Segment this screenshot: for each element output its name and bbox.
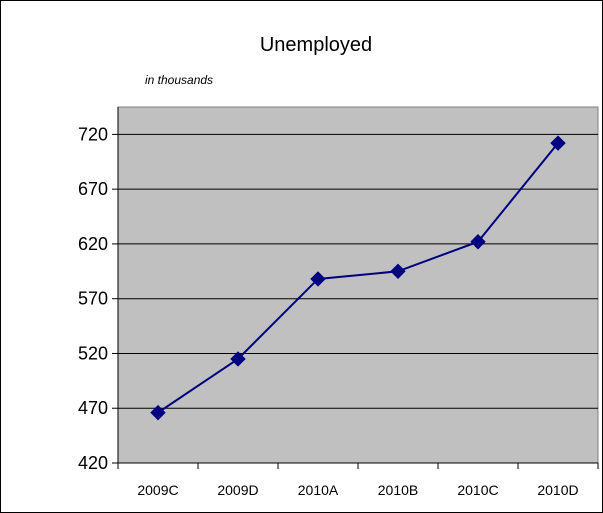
y-axis-ticks: 420 470 520 570 620 670 720 xyxy=(78,124,118,473)
plot-area xyxy=(117,106,599,464)
gridlines xyxy=(118,133,598,409)
series-unemployed xyxy=(150,135,566,421)
data-point-marker xyxy=(310,271,326,287)
data-point-marker xyxy=(230,351,246,367)
x-tick-label: 2009C xyxy=(137,482,178,498)
chart-title: Unemployed xyxy=(260,34,372,56)
y-tick-label: 570 xyxy=(78,289,108,309)
x-tick-label: 2010C xyxy=(457,482,498,498)
series-line xyxy=(157,142,559,414)
chart-subtitle: in thousands xyxy=(145,73,213,87)
data-point-marker xyxy=(470,234,486,250)
y-tick-label: 720 xyxy=(78,124,108,144)
y-tick-label: 620 xyxy=(78,234,108,254)
data-point-marker xyxy=(550,135,566,151)
x-axis-ticks: 2009C 2009D 2010A 2010B 2010C 2010D xyxy=(117,463,599,498)
data-point-marker xyxy=(390,263,406,280)
y-tick-label: 470 xyxy=(78,398,108,418)
y-tick-label: 670 xyxy=(78,179,108,199)
x-tick-label: 2010A xyxy=(298,482,339,498)
x-tick-label: 2010B xyxy=(378,482,418,498)
y-tick-label: 420 xyxy=(78,453,108,473)
x-tick-label: 2010D xyxy=(537,482,578,498)
data-point-marker xyxy=(150,404,166,421)
y-tick-label: 520 xyxy=(78,343,108,363)
x-tick-label: 2009D xyxy=(217,482,258,498)
